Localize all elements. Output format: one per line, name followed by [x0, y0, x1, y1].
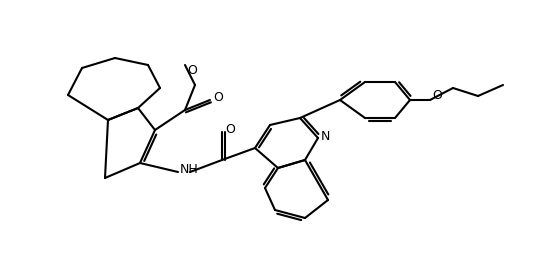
Text: O: O [225, 122, 235, 135]
Text: O: O [213, 90, 223, 103]
Text: N: N [321, 129, 330, 142]
Text: O: O [187, 64, 197, 77]
Text: NH: NH [180, 162, 199, 176]
Text: O: O [432, 88, 442, 101]
